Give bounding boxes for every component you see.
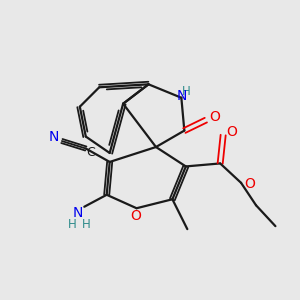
Text: O: O	[209, 110, 220, 124]
Text: O: O	[130, 209, 141, 223]
Text: O: O	[227, 125, 238, 139]
Text: C: C	[86, 146, 95, 160]
Text: O: O	[244, 177, 255, 191]
Text: N: N	[73, 206, 83, 220]
Text: H: H	[82, 218, 91, 231]
Text: H: H	[182, 85, 190, 98]
Text: H: H	[68, 218, 77, 231]
Text: N: N	[176, 89, 187, 103]
Text: N: N	[48, 130, 59, 145]
